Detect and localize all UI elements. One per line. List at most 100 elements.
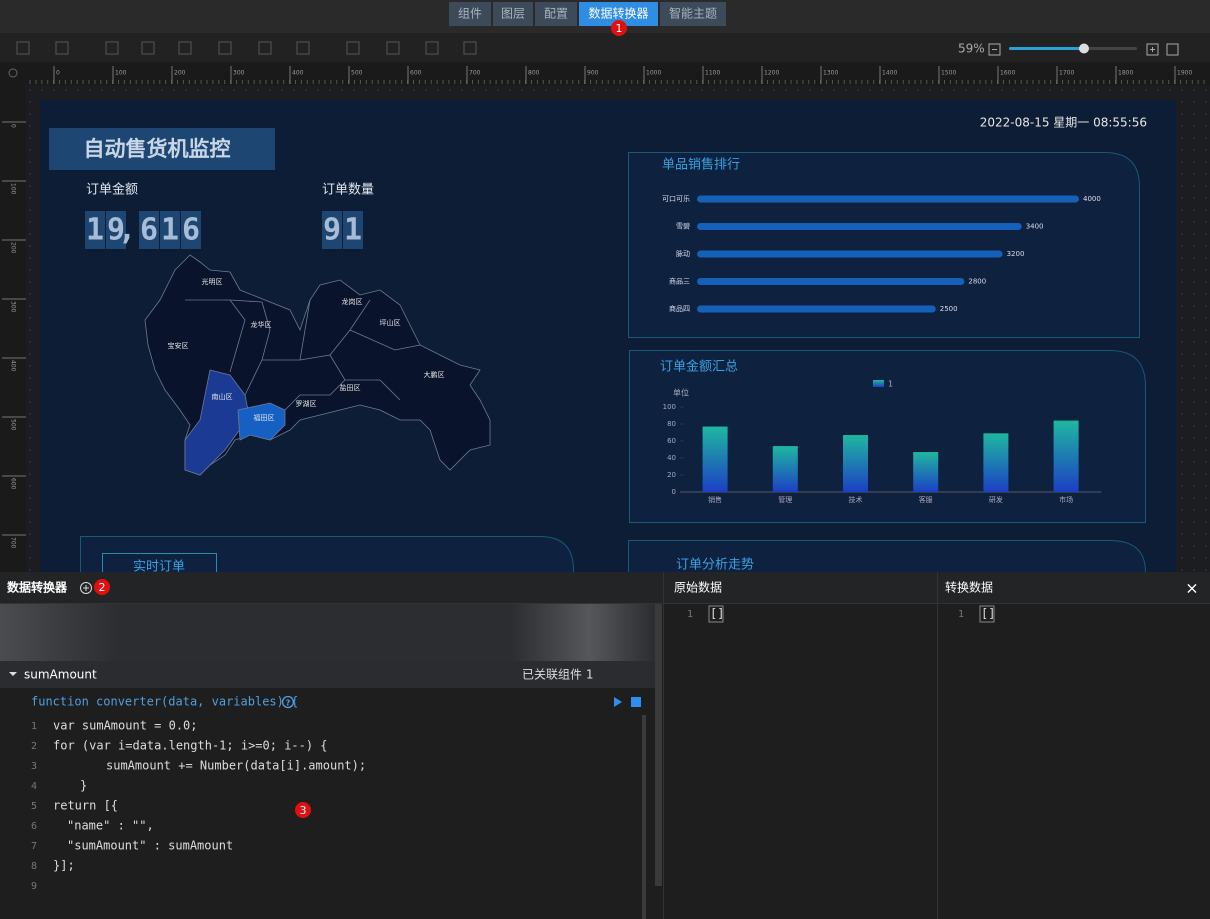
badge-label: 3: [300, 804, 307, 817]
tab-label: 图层: [501, 7, 525, 21]
ruler-horizontal: [0, 62, 1210, 85]
ruler-label: 300: [233, 70, 245, 77]
datetime: 2022-08-15 星期一 08:55:56: [980, 116, 1147, 130]
digit-box: [106, 211, 126, 249]
line-number: 7: [31, 841, 37, 852]
code-editor[interactable]: [0, 688, 647, 919]
zoom-out[interactable]: [988, 43, 1001, 56]
x-tick-label: 市场: [1059, 495, 1073, 504]
scrollbar: [655, 604, 662, 886]
zoom-fill: [1009, 47, 1084, 50]
district-label: 福田区: [254, 413, 275, 422]
linked-components: 已关联组件 1: [522, 668, 593, 682]
ruler-label: 1600: [1000, 70, 1015, 77]
close-button[interactable]: ×: [1185, 579, 1198, 598]
help-icon[interactable]: [281, 695, 295, 709]
ruler-label: 200: [174, 70, 186, 77]
district-nanshan[interactable]: [184, 369, 251, 476]
line-number: 1: [31, 721, 37, 732]
rank-category: 雪碧: [676, 222, 690, 231]
trend-panel: [628, 540, 1146, 573]
tool-icon[interactable]: [218, 41, 232, 55]
badge-label: 1: [616, 22, 623, 35]
sales-rank-bars: 可口可乐 4000 雪碧 3400 脉动 3200 商品三 2800 商品四 2500: [662, 194, 1101, 313]
district-label: 坪山区: [380, 318, 401, 327]
tool-icon[interactable]: [16, 41, 30, 55]
digit-box: [322, 211, 342, 249]
tab[interactable]: [535, 2, 577, 26]
district-futian[interactable]: [237, 402, 286, 441]
expand-arrow[interactable]: [9, 672, 17, 676]
tab[interactable]: [493, 2, 533, 26]
tab[interactable]: [449, 2, 491, 26]
rank-category: 可口可乐: [662, 194, 690, 203]
tool-icon[interactable]: [296, 41, 310, 55]
order-summary-panel: [629, 350, 1146, 523]
bar: [843, 435, 868, 492]
tool-icon[interactable]: [346, 41, 360, 55]
rank-value: 2500: [940, 305, 958, 313]
blurred-list: [0, 604, 655, 661]
district-label: 龙华区: [251, 320, 272, 329]
y-tick-label: 20: [667, 471, 676, 479]
line-number: 1: [687, 609, 693, 620]
bracket-highlight: [708, 605, 724, 623]
save-button[interactable]: [631, 697, 641, 707]
rank-category: 商品四: [669, 304, 690, 313]
line-number: 2: [31, 741, 37, 752]
json-line: []: [710, 607, 724, 621]
ruler-label: 1500: [941, 70, 956, 77]
line-number: 9: [31, 881, 37, 892]
tool-icon[interactable]: [258, 41, 272, 55]
fit-screen[interactable]: [1166, 43, 1179, 56]
digit-box: [343, 211, 363, 249]
tool-icon[interactable]: [386, 41, 400, 55]
code-line: "sumAmount" : sumAmount: [67, 839, 233, 853]
bar: [913, 452, 939, 492]
digit-box: [181, 211, 201, 249]
eye-icon[interactable]: [8, 68, 18, 78]
code-line: sumAmount += Number(data[i].amount);: [106, 759, 366, 773]
ruler-label: 1400: [882, 70, 897, 77]
tab[interactable]: [660, 2, 726, 26]
rank-value: 3200: [1007, 250, 1025, 258]
code-line: }: [80, 779, 87, 793]
tool-icon[interactable]: [141, 41, 155, 55]
x-tick-label: 客服: [919, 495, 933, 504]
tab-bar: 组件 图层 配置 数据转换器 智能主题: [449, 2, 726, 26]
legend-label: 1: [888, 380, 893, 389]
tool-icon[interactable]: [178, 41, 192, 55]
tool-icon[interactable]: [425, 41, 439, 55]
tool-icon[interactable]: [463, 41, 477, 55]
zoom-in[interactable]: [1146, 43, 1159, 56]
tab-label: 组件: [458, 7, 482, 21]
order-count-label: 订单数量: [322, 183, 374, 198]
x-tick-label: 销售: [708, 495, 722, 504]
district-borders: [185, 299, 421, 411]
converter-name: sumAmount: [24, 668, 97, 682]
ruler-label: 600: [410, 70, 422, 77]
ruler-label: 0: [10, 124, 17, 128]
ruler-label: 600: [10, 478, 17, 490]
add-converter[interactable]: [80, 582, 92, 594]
run-button[interactable]: [614, 697, 622, 707]
trend-title: 订单分析走势: [676, 557, 754, 573]
zoom-handle[interactable]: [1079, 43, 1089, 54]
ruler-label: 500: [351, 70, 363, 77]
ruler-label: 100: [115, 70, 127, 77]
district-label: 大鹏区: [424, 370, 445, 379]
district-label: 宝安区: [168, 341, 189, 350]
tool-icon[interactable]: [55, 41, 69, 55]
x-tick-label: 技术: [849, 495, 863, 504]
code-lines: 1 var sumAmount = 0.0; 2 for (var i=data.le…: [31, 719, 366, 893]
code-line: return [{: [53, 799, 118, 813]
code-line: for (var i=data.length-1; i>=0; i--) {: [53, 739, 328, 753]
badge: [295, 802, 311, 818]
bar: [772, 446, 798, 492]
tool-icon[interactable]: [105, 41, 119, 55]
ruler-labels: 0 100 200 300 400 500 600 700 800 900 1000 1100 1200…: [2, 66, 1205, 549]
code-line: var sumAmount = 0.0;: [53, 719, 198, 733]
converter-row[interactable]: [0, 661, 655, 688]
